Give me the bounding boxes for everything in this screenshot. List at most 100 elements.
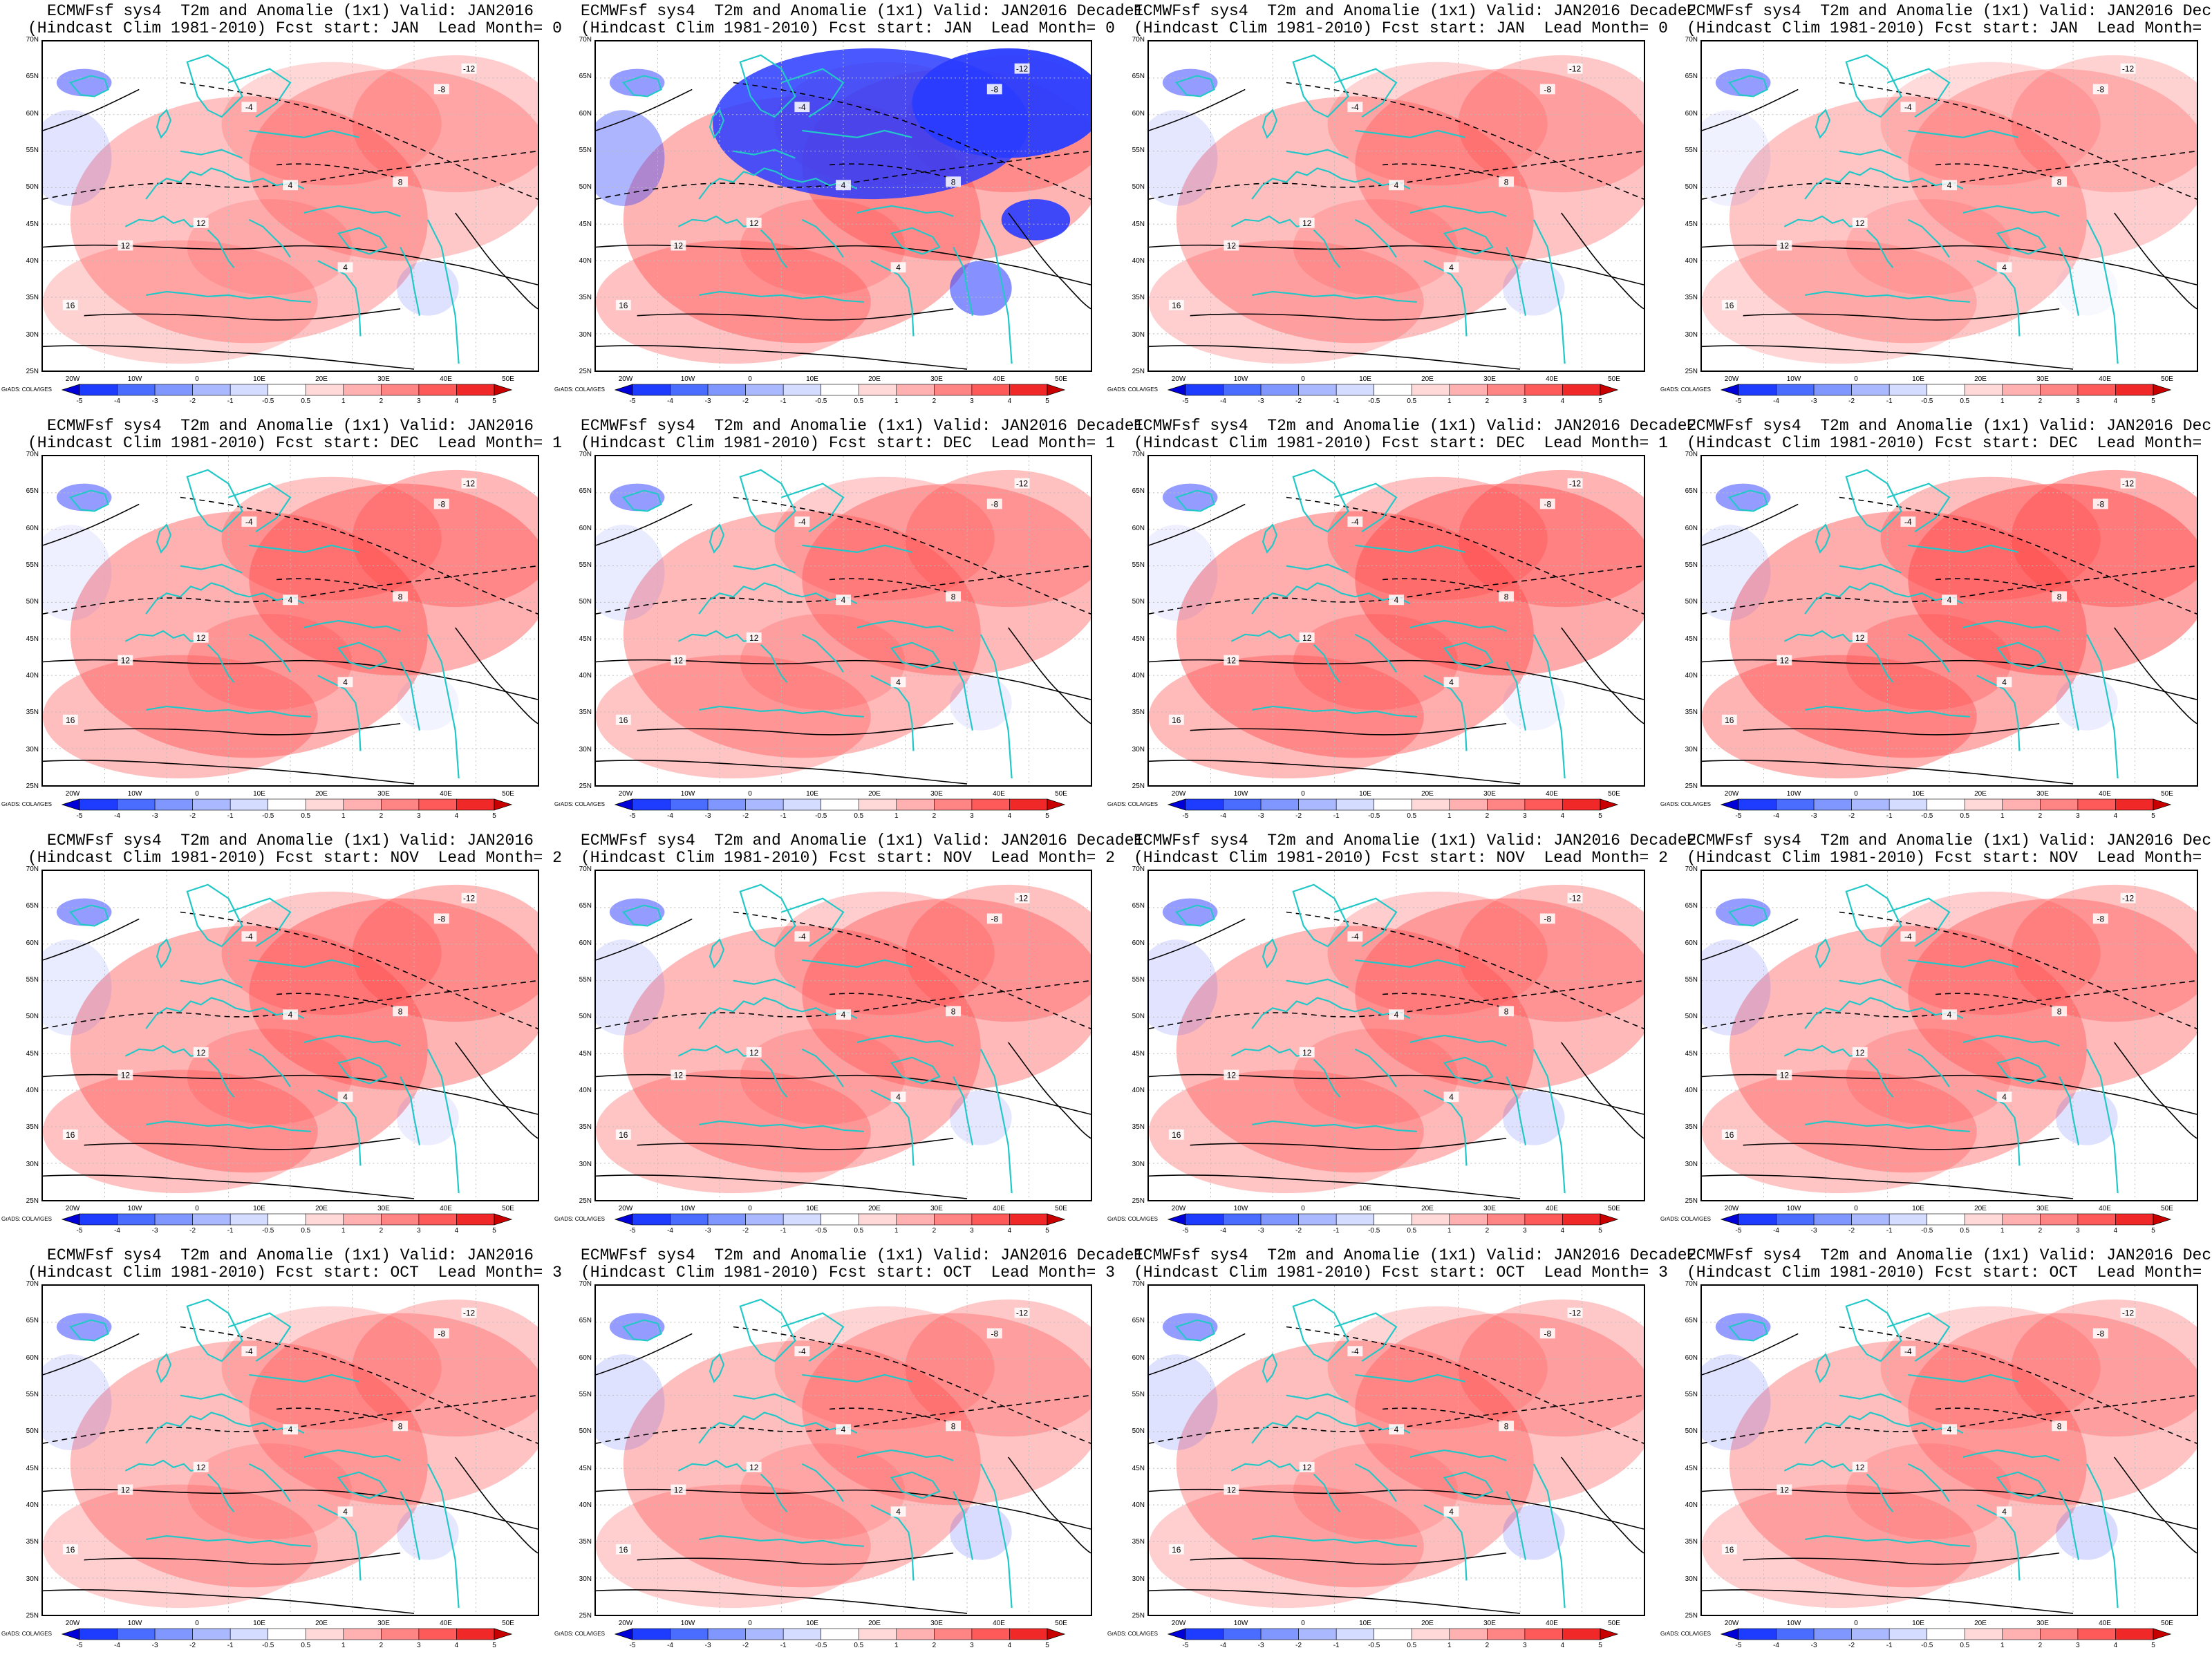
latitude-label: 70N: [26, 1280, 39, 1288]
temperature-contour: [1702, 150, 2197, 200]
warm-anomaly-area: [1702, 240, 1977, 364]
colorbar-segment: [1449, 1213, 1488, 1226]
warm-anomaly-area: [1880, 476, 2101, 601]
coastline: [145, 1412, 305, 1444]
coastline: [801, 218, 844, 258]
contour-label-bg: [393, 1006, 409, 1017]
contour-label: 4: [2002, 677, 2007, 687]
colorbar-segment: [343, 1628, 382, 1640]
contour-label: 16: [66, 301, 75, 310]
contour-label: 12: [121, 655, 131, 665]
contour-label-bg: [1389, 1009, 1404, 1020]
latitude-label: 40N: [579, 1501, 592, 1509]
contour-label: -4: [1351, 102, 1359, 112]
panel-title-line1: ECMWFsf sys4 T2m and Anomalie (1x1) Vali…: [47, 417, 534, 435]
colorbar-tick-label: 3: [417, 397, 421, 405]
contour-label-bg: [1900, 1346, 1916, 1357]
colorbar-tick-label: 2: [1485, 397, 1490, 405]
longitude-label: 20W: [618, 1620, 633, 1627]
colorbar-tick-label: -5: [76, 812, 83, 820]
coastline: [207, 1473, 235, 1512]
coastline: [1251, 1412, 1411, 1444]
temperature-contour: [733, 911, 1091, 1029]
colorbar-segment: [117, 1213, 156, 1226]
warm-anomaly-area: [221, 62, 442, 186]
coastline: [1313, 1473, 1341, 1512]
colorbar-segment: [2002, 1213, 2041, 1226]
temperature-contour: [1561, 212, 1644, 310]
contour-label-bg: [337, 677, 353, 688]
colorbar-segment: [1776, 384, 1815, 396]
longitude-label: 20W: [65, 375, 80, 383]
colorbar-tick-label: 5: [1045, 1642, 1049, 1649]
colorbar-segment: [381, 1628, 420, 1640]
coastline: [68, 489, 109, 512]
colorbar-segment: [632, 384, 671, 396]
contour-label: 4: [841, 1010, 846, 1020]
temperature-contour: [830, 163, 954, 180]
contour-label: 8: [1504, 1421, 1509, 1431]
panel-title: ECMWFsf sys4 T2m and Anomalie (1x1) Vali…: [1687, 3, 2212, 37]
longitude-label: 10E: [253, 1205, 265, 1212]
contour-label-bg: [1014, 892, 1030, 903]
latitude-label: 55N: [1685, 976, 1698, 984]
colorbar-segment: [268, 798, 306, 811]
contour-label-bg: [1996, 1506, 2012, 1517]
coastline: [1866, 229, 1894, 268]
colorbar-tick-label: -2: [1848, 812, 1855, 820]
temperature-contour: [1286, 1326, 1644, 1444]
contour-label: 8: [1504, 1006, 1509, 1016]
colorbar-segment: [1562, 798, 1601, 811]
latitude-label: 50N: [26, 183, 39, 191]
contour-label-bg: [393, 591, 409, 602]
contour-label-bg: [836, 1424, 851, 1435]
contour-label: 8: [398, 1421, 403, 1431]
contour-label: -4: [245, 517, 253, 527]
latitude-label: 40N: [26, 257, 39, 265]
colorbar: [614, 1628, 1066, 1640]
contour-label: 4: [841, 1425, 846, 1434]
colorbar-max-arrow: [494, 798, 513, 811]
temperature-contour: [1190, 308, 1507, 321]
latitude-label: 45N: [579, 635, 592, 643]
warm-anomaly-area: [249, 68, 538, 261]
coastline: [709, 109, 725, 139]
map-panel: ECMWFsf sys4 T2m and Anomalie (1x1) Vali…: [553, 415, 1143, 830]
contour-label-bg: [1900, 931, 1916, 942]
colorbar-tick-label: -3: [1257, 1642, 1264, 1649]
contour-label-bg: [1224, 240, 1239, 251]
colorbar: [1720, 384, 2172, 396]
temperature-contour: [1149, 1074, 1644, 1115]
colorbar-tick-label: -1: [1886, 397, 1893, 405]
warm-anomaly-area: [2011, 469, 2197, 608]
temperature-contour: [1743, 1137, 2060, 1150]
coastline: [1533, 219, 1566, 364]
contour-label: 12: [674, 241, 684, 250]
colorbar-tick-label: 2: [2038, 1227, 2043, 1235]
temperature-contour: [1149, 345, 1521, 370]
colorbar-tick-label: 5: [2151, 1227, 2155, 1235]
coastline: [1908, 959, 2018, 968]
colorbar-tick-label: -5: [629, 1227, 636, 1235]
temperature-contour: [2114, 1042, 2197, 1139]
coastline: [1443, 227, 1494, 255]
longitude-label: 20E: [868, 790, 881, 798]
latitude-label: 30N: [1685, 330, 1698, 339]
warm-anomaly-area: [802, 1313, 1091, 1506]
colorbar-segment: [154, 1213, 193, 1226]
colorbar-tick-label: -4: [1220, 1642, 1226, 1649]
contour-label-bg: [2120, 63, 2136, 74]
colorbar-max-arrow: [2153, 798, 2172, 811]
contour-label-bg: [615, 1129, 631, 1140]
coastline: [953, 247, 974, 316]
longitude-label: 40E: [2099, 1205, 2111, 1212]
coastline: [186, 469, 243, 533]
map-panel: ECMWFsf sys4 T2m and Anomalie (1x1) Vali…: [1106, 830, 1696, 1244]
warm-anomaly-area: [2011, 55, 2197, 193]
longitude-label: 10W: [1786, 375, 1801, 383]
latitude-label: 50N: [1685, 598, 1698, 606]
contour-label-bg: [671, 240, 686, 251]
panel-title-line2: (Hindcast Clim 1981-2010) Fcst start: OC…: [581, 1264, 1115, 1282]
latitude-label: 25N: [26, 782, 39, 790]
